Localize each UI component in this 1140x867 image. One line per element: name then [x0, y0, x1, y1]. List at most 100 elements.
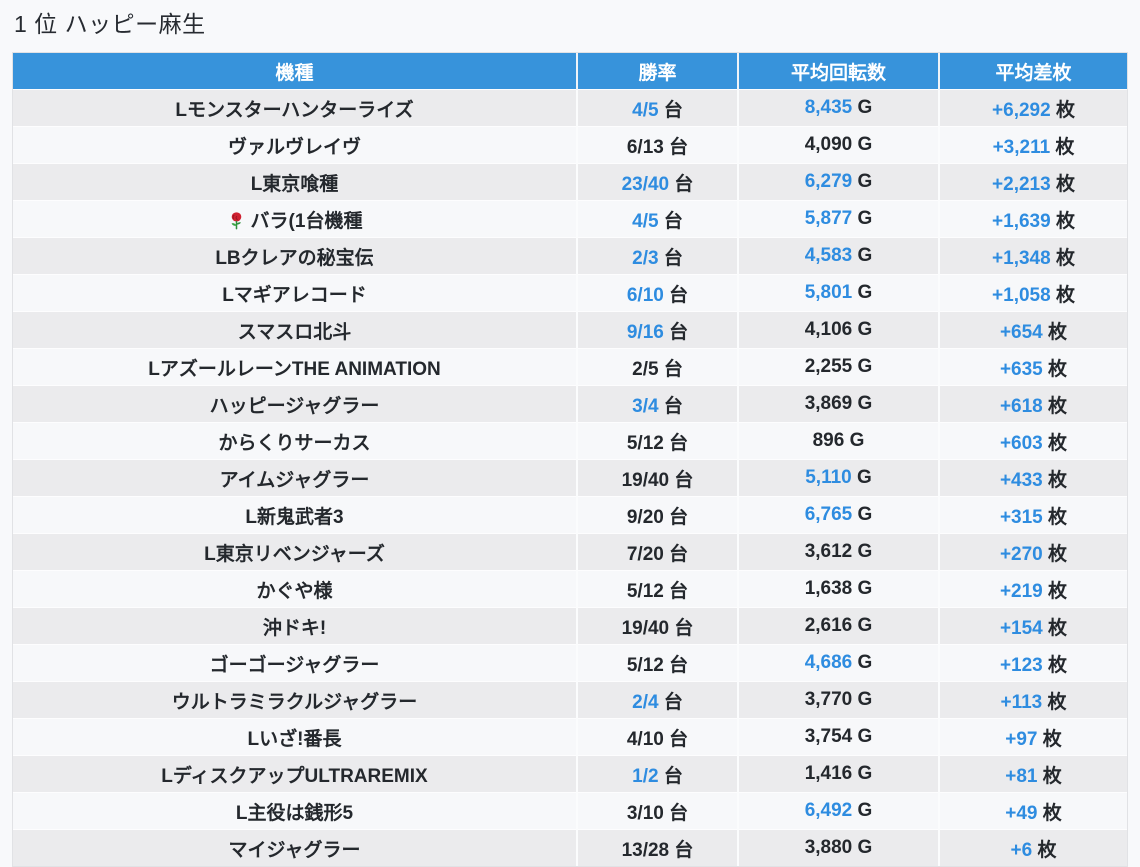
- win-rate-cell-unit: 台: [663, 136, 689, 158]
- avg-diff-cell-value: +603: [999, 432, 1043, 454]
- win-rate-cell-value: 3/4: [632, 395, 659, 417]
- avg-spins-cell: 4,090 G: [737, 126, 939, 164]
- avg-spins-cell-unit: G: [852, 578, 873, 599]
- win-rate-cell-unit: 台: [658, 99, 683, 121]
- avg-spins-cell-unit: G: [852, 282, 873, 303]
- win-rate-cell-unit: 台: [669, 617, 694, 639]
- win-rate-cell: 13/28 台: [576, 829, 738, 866]
- win-rate-cell-unit: 台: [658, 210, 683, 232]
- win-rate-cell-value: 9/16: [626, 321, 664, 343]
- avg-diff-cell: +6 枚: [938, 829, 1127, 866]
- win-rate-cell: 4/5 台: [576, 89, 738, 127]
- machine-name: ハッピージャグラー: [209, 395, 380, 417]
- avg-diff-cell: +154 枚: [938, 607, 1127, 645]
- table-row: ゴーゴージャグラー 5/12 台 4,686 G +123 枚: [13, 644, 1127, 682]
- avg-spins-cell: 2,616 G: [737, 607, 939, 645]
- win-rate-cell-value: 19/40: [621, 617, 670, 639]
- machine-name-cell: アイムジャグラー: [13, 459, 577, 497]
- win-rate-cell-value: 3/10: [626, 802, 664, 824]
- avg-spins-cell: 8,435 G: [737, 89, 939, 127]
- avg-spins-cell-unit: G: [852, 393, 873, 414]
- win-rate-cell-value: 2/5: [632, 358, 659, 380]
- avg-spins-cell: 6,492 G: [737, 792, 939, 830]
- machine-name: Lいざ!番長: [247, 728, 342, 750]
- avg-spins-cell-value: 2,616: [804, 615, 853, 636]
- machine-name-cell: からくりサーカス: [13, 422, 577, 460]
- machine-name-cell: Lモンスターハンターライズ: [13, 89, 577, 127]
- table-row: スマスロ北斗 9/16 台 4,106 G +654 枚: [13, 311, 1127, 349]
- win-rate-cell-unit: 台: [663, 654, 689, 676]
- avg-diff-cell: +1,639 枚: [938, 200, 1127, 238]
- machine-name: L東京リベンジャーズ: [204, 543, 385, 565]
- avg-diff-cell-unit: 枚: [1042, 580, 1068, 602]
- avg-diff-cell-value: +618: [999, 395, 1043, 417]
- win-rate-cell: 19/40 台: [576, 607, 738, 645]
- machine-name-cell: L東京喰種: [13, 163, 577, 201]
- avg-spins-cell: 896 G: [737, 422, 939, 460]
- avg-diff-cell-value: +113: [1000, 691, 1043, 713]
- avg-spins-cell-unit: G: [852, 356, 873, 377]
- win-rate-cell-value: 6/10: [626, 284, 664, 306]
- avg-spins-cell: 3,770 G: [737, 681, 939, 719]
- machine-name: LアズールレーンTHE ANIMATION: [148, 358, 441, 380]
- avg-spins-cell-unit: G: [851, 467, 872, 488]
- avg-diff-cell-unit: 枚: [1042, 506, 1068, 528]
- avg-diff-cell: +6,292 枚: [938, 89, 1127, 127]
- machine-name: L主役は銭形5: [235, 802, 354, 824]
- table-row: ハッピージャグラー 3/4 台 3,869 G +618 枚: [13, 385, 1127, 423]
- avg-spins-cell: 2,255 G: [737, 348, 939, 386]
- machine-name: ウルトラミラクルジャグラー: [171, 691, 418, 713]
- machine-name: LディスクアップULTRAREMIX: [161, 765, 428, 787]
- win-rate-cell-value: 5/12: [626, 432, 664, 454]
- avg-spins-cell: 1,416 G: [737, 755, 939, 793]
- win-rate-cell: 19/40 台: [576, 459, 738, 497]
- avg-diff-cell: +81 枚: [938, 755, 1127, 793]
- avg-spins-cell-value: 5,110: [805, 467, 852, 488]
- win-rate-cell: 2/4 台: [576, 681, 738, 719]
- machine-name: ゴーゴージャグラー: [209, 654, 380, 676]
- avg-spins-cell-unit: G: [852, 208, 873, 229]
- avg-spins-cell-value: 8,435: [804, 97, 853, 118]
- avg-spins-cell-unit: G: [844, 430, 865, 451]
- rose-icon: [227, 211, 246, 230]
- machine-name: ヴァルヴレイヴ: [227, 136, 361, 158]
- win-rate-cell-unit: 台: [663, 802, 689, 824]
- avg-diff-cell: +635 枚: [938, 348, 1127, 386]
- machine-name-cell: L新鬼武者3: [13, 496, 577, 534]
- win-rate-cell: 4/10 台: [576, 718, 738, 756]
- header-machine: 機種: [13, 53, 577, 90]
- machine-name: L新鬼武者3: [245, 506, 344, 528]
- table-row: L東京喰種 23/40 台 6,279 G +2,213 枚: [13, 163, 1127, 201]
- machine-name: Lモンスターハンターライズ: [175, 99, 414, 121]
- win-rate-cell-unit: 台: [658, 691, 683, 713]
- win-rate-cell-value: 23/40: [621, 173, 670, 195]
- avg-spins-cell: 3,612 G: [737, 533, 939, 571]
- win-rate-cell: 23/40 台: [576, 163, 738, 201]
- avg-diff-cell-unit: 枚: [1032, 839, 1057, 861]
- win-rate-cell: 5/12 台: [576, 422, 738, 460]
- avg-diff-cell-value: +433: [999, 469, 1043, 491]
- page-title: 1 位 ハッピー麻生: [14, 11, 206, 37]
- avg-spins-cell-value: 2,255: [804, 356, 853, 377]
- avg-diff-cell: +97 枚: [938, 718, 1127, 756]
- avg-spins-cell-value: 1,416: [804, 763, 853, 784]
- avg-diff-cell-value: +1,639: [992, 210, 1051, 232]
- avg-spins-cell-unit: G: [852, 97, 873, 118]
- avg-diff-cell-value: +1,058: [992, 284, 1051, 306]
- machine-name-cell: ハッピージャグラー: [13, 385, 577, 423]
- avg-spins-cell-value: 4,686: [804, 652, 853, 673]
- avg-spins-cell: 5,801 G: [737, 274, 939, 312]
- avg-spins-cell: 3,754 G: [737, 718, 939, 756]
- machine-name-cell: マイジャグラー: [13, 829, 577, 866]
- avg-spins-cell-value: 3,770: [804, 689, 853, 710]
- avg-spins-cell-unit: G: [852, 134, 873, 155]
- avg-diff-cell: +315 枚: [938, 496, 1127, 534]
- table-body: Lモンスターハンターライズ 4/5 台 8,435 G +6,292 枚ヴァルヴレイヴ…: [13, 89, 1127, 866]
- table-row: LディスクアップULTRAREMIX 1/2 台 1,416 G +81 枚: [13, 755, 1127, 793]
- avg-spins-cell-value: 5,801: [804, 282, 853, 303]
- table-header-row: 機種 勝率 平均回転数 平均差枚: [13, 53, 1127, 90]
- win-rate-cell-unit: 台: [663, 284, 689, 306]
- win-rate-cell-unit: 台: [663, 432, 689, 454]
- machine-name: からくりサーカス: [218, 432, 371, 454]
